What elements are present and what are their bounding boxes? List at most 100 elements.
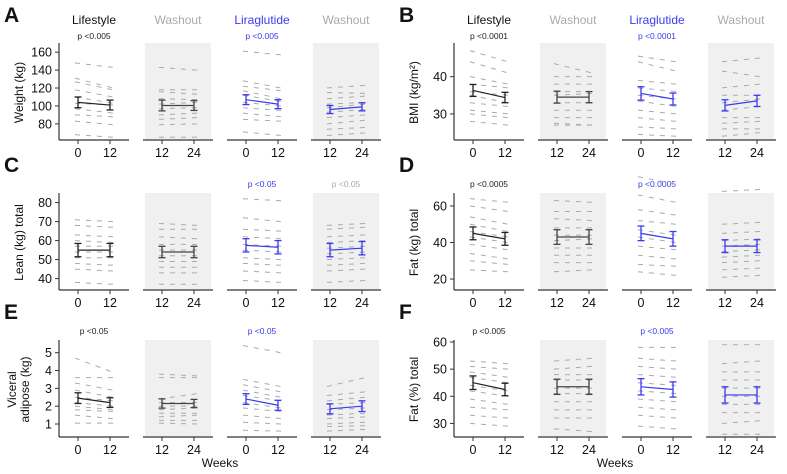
y-tick-label: 100: [31, 99, 52, 113]
subplot-4: 12 24 Washout: [706, 13, 776, 160]
subject-line: [74, 234, 114, 238]
washout-shading: [145, 340, 211, 436]
x-tick-label: 24: [187, 443, 201, 457]
subject-line: [74, 357, 114, 373]
x-tick-label: 12: [498, 443, 512, 457]
panel-c: C 40 50 60 70 80 Lean (kg) total 0 12 12 24 0 12 p <0…: [4, 154, 381, 310]
x-tick-label: 0: [243, 443, 250, 457]
washout-shading: [708, 340, 774, 436]
subplot-3: 0 12 p <0.05: [227, 326, 297, 457]
y-tick-label: 1: [45, 417, 52, 431]
subplot-1: 0 12 p <0.005: [454, 326, 524, 457]
subject-line: [242, 384, 282, 393]
subject-line: [74, 414, 114, 420]
subject-line: [242, 257, 282, 261]
subject-line: [242, 198, 282, 202]
subplot-title: Liraglutide: [629, 13, 685, 27]
x-tick-label: 24: [355, 443, 369, 457]
p-value: p <0.0001: [470, 31, 508, 41]
subplot-4: 12 24: [706, 340, 776, 457]
y-tick-label: 2: [45, 400, 52, 414]
panel-letter: D: [399, 154, 414, 177]
subject-line: [242, 280, 282, 283]
subject-line: [74, 281, 114, 285]
x-tick-label: 12: [666, 146, 680, 160]
subject-line: [637, 126, 677, 130]
subject-line: [74, 77, 114, 89]
subject-line: [637, 209, 677, 216]
y-tick-label: 4: [45, 364, 52, 378]
x-tick-label: 12: [155, 443, 169, 457]
subject-line: [469, 414, 509, 419]
subject-line: [637, 254, 677, 260]
subject-line: [469, 61, 509, 74]
subject-line: [242, 85, 282, 92]
x-tick-label: 24: [750, 296, 764, 310]
x-tick-label: 0: [75, 296, 82, 310]
panel-d: D 20 40 60 Fat (kg) total 0 12 p <0.0005 12 24 0 12…: [399, 154, 776, 310]
subject-line: [242, 270, 282, 274]
x-tick-label: 24: [355, 146, 369, 160]
subject-line: [637, 414, 677, 419]
subject-line: [242, 378, 282, 388]
subplot-1: 0 12 p <0.05: [59, 326, 129, 457]
subject-line: [469, 120, 509, 126]
x-tick-label: 12: [550, 296, 564, 310]
subject-line: [469, 50, 509, 63]
subject-line: [469, 398, 509, 405]
subject-line: [469, 216, 509, 225]
subject-line: [74, 240, 114, 243]
subject-line: [74, 114, 114, 118]
x-tick-label: 24: [582, 146, 596, 160]
subject-line: [242, 429, 282, 432]
panel-letter: A: [4, 4, 19, 27]
y-tick-label: 40: [433, 70, 447, 84]
subject-line: [242, 118, 282, 122]
y-tick-label: 40: [433, 236, 447, 250]
subplot-2: 12 24: [538, 340, 608, 457]
y-tick-label: 60: [433, 199, 447, 213]
subject-line: [637, 271, 677, 276]
x-tick-label: 12: [155, 296, 169, 310]
x-tick-label: 24: [582, 443, 596, 457]
x-tick-label: 12: [666, 296, 680, 310]
subject-line: [469, 422, 509, 427]
panel-b: B 30 40 BMI (kg/m²) 0 12 Lifestyle p <0.0001 12 2…: [399, 4, 776, 160]
p-value: p <0.005: [640, 326, 674, 336]
mean-line: [472, 232, 506, 240]
y-axis-label: Fat (%) total: [407, 357, 421, 422]
x-tick-label: 12: [271, 443, 285, 457]
subplot-4: 12 24: [706, 189, 776, 310]
subject-line: [74, 134, 114, 138]
subplot-3: 0 12 p <0.05: [227, 179, 297, 310]
y-tick-label: 60: [38, 234, 52, 248]
subject-line: [469, 376, 509, 384]
y-axis-label: Viceral: [5, 371, 19, 407]
subject-line: [242, 50, 282, 56]
x-tick-label: 12: [323, 146, 337, 160]
x-tick-label: 12: [550, 146, 564, 160]
subplot-title: Lifestyle: [72, 13, 116, 27]
mean-line: [640, 232, 674, 240]
panel-f: F 30 40 50 60 Fat (%) total 0 12 p <0.005 12 24 0 12…: [399, 301, 776, 470]
y-axis-label: adipose (kg): [18, 356, 32, 422]
x-tick-label: 12: [271, 146, 285, 160]
washout-shading: [313, 43, 379, 139]
subplot-4: 12 24 p <0.05: [311, 179, 381, 310]
x-tick-label: 0: [638, 146, 645, 160]
washout-shading: [708, 193, 774, 289]
p-value: p <0.05: [248, 179, 277, 189]
y-tick-label: 30: [433, 417, 447, 431]
subplot-title: Washout: [323, 13, 371, 27]
subject-line: [469, 76, 509, 85]
p-value: p <0.005: [77, 31, 111, 41]
subject-line: [242, 345, 282, 354]
x-tick-label: 24: [187, 146, 201, 160]
subject-line: [637, 357, 677, 362]
subject-line: [242, 131, 282, 137]
subject-line: [469, 360, 509, 365]
mean-line: [472, 382, 506, 391]
subplot-2: 12 24: [538, 193, 608, 310]
